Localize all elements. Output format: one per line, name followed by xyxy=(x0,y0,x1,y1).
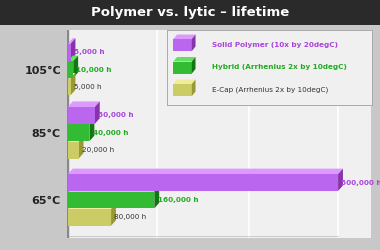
Polygon shape xyxy=(95,102,100,124)
Polygon shape xyxy=(89,119,94,141)
Bar xyxy=(68,78,71,95)
Polygon shape xyxy=(192,34,196,51)
Polygon shape xyxy=(68,119,94,124)
Polygon shape xyxy=(68,56,78,61)
Bar xyxy=(63,30,68,238)
Polygon shape xyxy=(79,136,84,158)
Text: 80,000 h: 80,000 h xyxy=(114,214,146,220)
Bar xyxy=(68,192,154,208)
Polygon shape xyxy=(68,38,75,44)
Text: 10,000 h: 10,000 h xyxy=(76,66,112,72)
Bar xyxy=(68,124,89,141)
Bar xyxy=(173,39,192,51)
Polygon shape xyxy=(68,73,75,78)
Polygon shape xyxy=(192,57,196,74)
Bar xyxy=(68,209,111,226)
Bar xyxy=(68,61,73,78)
Polygon shape xyxy=(192,80,196,96)
Text: 40,000 h: 40,000 h xyxy=(93,130,128,136)
Text: Hybrid (Arrhenius 2x by 10degC): Hybrid (Arrhenius 2x by 10degC) xyxy=(212,64,347,70)
Polygon shape xyxy=(73,56,78,78)
Text: 5,000 h: 5,000 h xyxy=(74,84,101,90)
Polygon shape xyxy=(154,186,159,208)
Text: Solid Polymer (10x by 20degC): Solid Polymer (10x by 20degC) xyxy=(212,42,338,48)
Polygon shape xyxy=(68,102,100,107)
Bar xyxy=(173,62,192,74)
Text: E-Cap (Arrhenius 2x by 10degC): E-Cap (Arrhenius 2x by 10degC) xyxy=(212,87,329,93)
Polygon shape xyxy=(71,38,75,60)
Bar xyxy=(68,107,95,124)
Bar xyxy=(68,44,71,60)
Text: 20,000 h: 20,000 h xyxy=(82,147,114,153)
Bar xyxy=(68,174,338,191)
Text: 50,000 h: 50,000 h xyxy=(98,112,134,118)
Text: 500,000 h: 500,000 h xyxy=(341,180,380,186)
Polygon shape xyxy=(68,204,116,209)
Polygon shape xyxy=(173,80,196,84)
Polygon shape xyxy=(68,186,159,192)
Text: 5,000 h: 5,000 h xyxy=(74,49,104,55)
Text: 160,000 h: 160,000 h xyxy=(158,197,198,203)
Polygon shape xyxy=(173,57,196,62)
Polygon shape xyxy=(68,169,343,174)
Polygon shape xyxy=(111,204,116,226)
Polygon shape xyxy=(68,136,84,142)
Polygon shape xyxy=(173,34,196,39)
Polygon shape xyxy=(71,73,75,95)
Bar xyxy=(68,142,79,158)
Bar xyxy=(173,84,192,96)
Text: Polymer vs. lytic – lifetime: Polymer vs. lytic – lifetime xyxy=(91,6,289,19)
Polygon shape xyxy=(338,169,343,191)
